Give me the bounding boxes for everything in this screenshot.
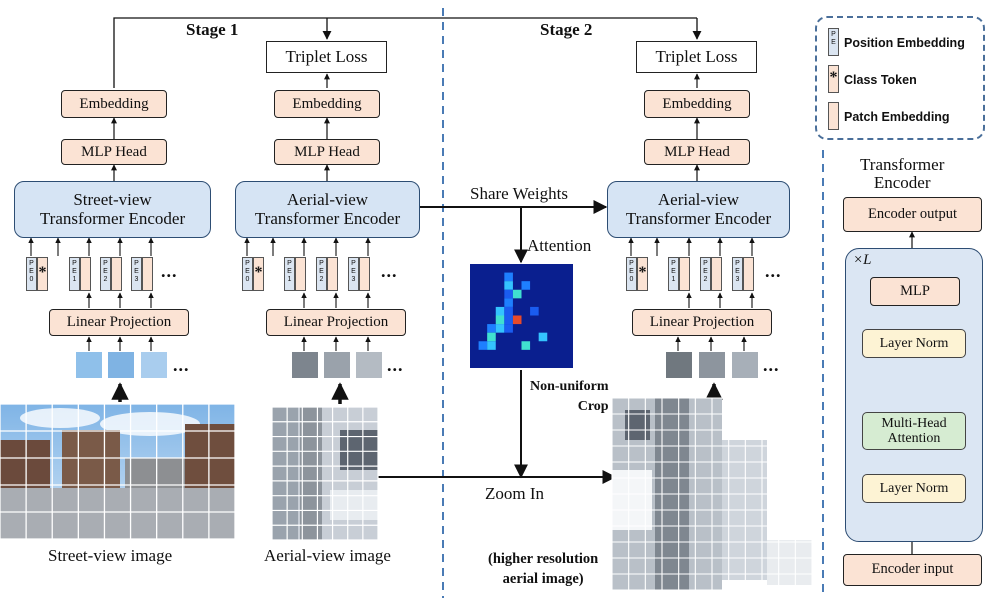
aerial-patch <box>324 352 350 378</box>
patch-embedding-token <box>359 257 370 291</box>
higher-resolution-caption: (higher resolution aerial image) <box>488 549 598 589</box>
patch-embedding-token <box>743 257 754 291</box>
te-mlp-box: MLP <box>870 277 960 306</box>
aerial-encoder-line1: Aerial-view <box>286 189 369 209</box>
zoomed-aerial-patch <box>732 352 758 378</box>
more-tokens-ellipsis: ... <box>161 261 178 281</box>
street-embedding-box: Embedding <box>61 90 167 118</box>
repeat-count-label: ×L <box>853 252 872 268</box>
legend-class-token-swatch: * <box>828 65 839 93</box>
street-encoder-line1: Street-view <box>73 189 152 209</box>
aerial-mlp-head-box: MLP Head <box>274 139 380 165</box>
legend-class-token-label: Class Token <box>844 73 917 87</box>
stage2-embedding-box: Embedding <box>644 90 750 118</box>
class-token: * <box>37 257 48 291</box>
patch-embedding-token <box>679 257 690 291</box>
te-layer-norm-bottom: Layer Norm <box>862 474 966 503</box>
class-token: * <box>637 257 648 291</box>
patch-embedding-token <box>327 257 338 291</box>
te-title-line2: Encoder <box>873 173 931 192</box>
stage2-heading: Stage 2 <box>540 20 593 39</box>
stage1-heading: Stage 1 <box>186 20 239 39</box>
patch-embedding-token <box>711 257 722 291</box>
transformer-encoder-title: Transformer Encoder <box>860 156 944 192</box>
stage2-encoder-line1: Aerial-view <box>657 189 740 209</box>
street-view-caption: Street-view image <box>48 546 173 565</box>
patch-embedding-token <box>80 257 91 291</box>
te-layer-norm-top: Layer Norm <box>862 329 966 358</box>
patch-embedding-token <box>295 257 306 291</box>
more-patches-ellipsis: ... <box>173 355 190 375</box>
more-patches-ellipsis: ... <box>387 355 404 375</box>
zoomed-aerial-patch <box>699 352 725 378</box>
class-token: * <box>253 257 264 291</box>
aerial-view-image <box>271 406 379 541</box>
street-transformer-encoder: Street-view Transformer Encoder <box>14 181 211 238</box>
mha-line1: Multi-Head <box>881 415 947 431</box>
street-mlp-head-box: MLP Head <box>61 139 167 165</box>
more-tokens-ellipsis: ... <box>381 261 398 281</box>
stage2-encoder-line2: Transformer Encoder <box>625 208 772 228</box>
higher-res-line2: aerial image) <box>502 571 584 587</box>
stage2-transformer-encoder: Aerial-view Transformer Encoder <box>607 181 790 238</box>
more-patches-ellipsis: ... <box>763 355 780 375</box>
street-view-image <box>0 403 236 540</box>
street-patch <box>76 352 102 378</box>
zoomed-aerial-image <box>611 397 813 591</box>
encoder-output-box: Encoder output <box>843 197 982 232</box>
aerial-encoder-line2: Transformer Encoder <box>254 208 401 228</box>
non-uniform-crop-label: Non-uniform Crop <box>530 377 609 417</box>
street-encoder-line2: Transformer Encoder <box>39 208 186 228</box>
aerial-view-caption: Aerial-view image <box>264 546 391 565</box>
aerial-embedding-box: Embedding <box>274 90 380 118</box>
stage2-mlp-head-box: MLP Head <box>644 139 750 165</box>
attention-heatmap <box>470 264 573 368</box>
higher-res-line1: (higher resolution <box>488 551 599 567</box>
share-weights-label: Share Weights <box>470 184 568 203</box>
te-title-line1: Transformer <box>860 155 945 174</box>
aerial-patch <box>292 352 318 378</box>
street-patch <box>108 352 134 378</box>
legend-patch-embedding-swatch <box>828 102 839 130</box>
stage1-triplet-loss-box: Triplet Loss <box>266 41 387 73</box>
aerial-transformer-encoder: Aerial-view Transformer Encoder <box>235 181 420 238</box>
zoomed-aerial-patch <box>666 352 692 378</box>
more-tokens-ellipsis: ... <box>765 261 782 281</box>
mha-line2: Attention <box>887 431 941 446</box>
legend-position-embedding-label: Position Embedding <box>844 36 965 50</box>
te-multi-head-attention: Multi-Head Attention <box>862 412 966 450</box>
aerial-linear-projection-box: Linear Projection <box>266 309 406 336</box>
non-uniform-crop-line2: Crop <box>577 399 609 414</box>
patch-embedding-token <box>111 257 122 291</box>
stage2-triplet-loss-box: Triplet Loss <box>636 41 757 73</box>
street-linear-projection-box: Linear Projection <box>49 309 189 336</box>
stage2-linear-projection-box: Linear Projection <box>632 309 772 336</box>
zoom-in-label: Zoom In <box>485 484 545 503</box>
non-uniform-crop-line1: Non-uniform <box>530 379 609 394</box>
patch-embedding-token <box>142 257 153 291</box>
encoder-input-box: Encoder input <box>843 554 982 586</box>
attention-label: Attention <box>527 236 592 255</box>
aerial-patch <box>356 352 382 378</box>
street-patch <box>141 352 167 378</box>
legend-patch-embedding-label: Patch Embedding <box>844 110 950 124</box>
